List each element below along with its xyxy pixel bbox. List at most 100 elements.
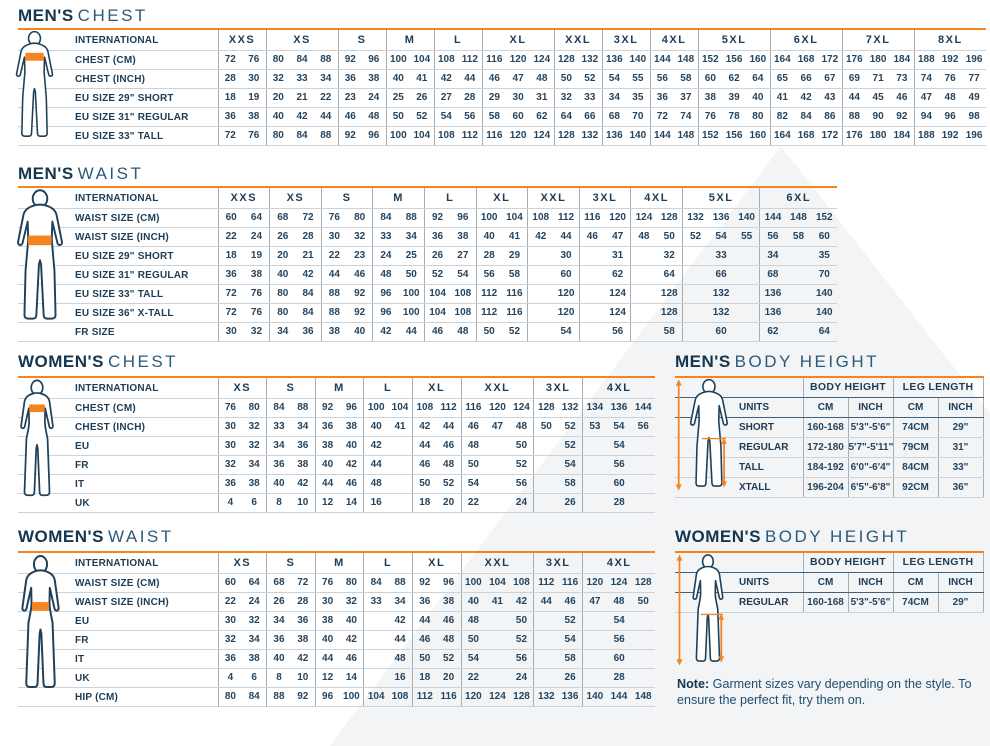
note-text: Note: Garment sizes vary depending on th… — [677, 677, 972, 708]
corner-cell — [675, 552, 803, 573]
size-cell: 44 — [533, 592, 559, 612]
size-cell — [785, 265, 812, 285]
table-row: UK 4 6 8 10 12 14 16 18 20 22 24 26 28 — [18, 493, 656, 513]
size-cell: 42 — [388, 611, 413, 631]
size-cell — [785, 303, 812, 323]
table-row: WAIST SIZE (INCH) 22 24 26 28 30 32 33 34 36 38 40 4… — [18, 592, 656, 612]
size-cell: 30 — [217, 417, 243, 437]
size-cell — [485, 649, 510, 669]
size-cell: 132 — [578, 50, 603, 70]
size-cell: 84 — [794, 107, 819, 127]
size-cell: 32 — [242, 611, 267, 631]
size-cell — [363, 649, 389, 669]
size-cell: 54 — [601, 69, 627, 89]
size-cell: 6 — [242, 668, 267, 688]
size-cell: 50 — [553, 69, 579, 89]
row-label: WAIST SIZE (CM) — [18, 208, 218, 228]
size-cell: 86 — [818, 107, 843, 127]
size-cell: 44 — [841, 88, 867, 108]
size-cell: 36 — [217, 265, 244, 285]
size-cell: 32 — [347, 227, 373, 247]
size-cell: 24 — [362, 88, 387, 108]
size-cell: 4 — [217, 668, 243, 688]
size-cell: 26 — [558, 668, 583, 688]
size-cell: 50 — [460, 455, 486, 475]
size-cell: 60 — [553, 265, 580, 285]
size-group-header: XL — [481, 29, 555, 51]
size-cell — [533, 474, 559, 494]
size-cell — [630, 246, 657, 266]
size-cell: 80 — [339, 573, 364, 593]
size-cell — [485, 493, 510, 513]
size-cell — [485, 611, 510, 631]
size-cell: 56 — [605, 322, 631, 342]
size-cell: 132 — [681, 303, 760, 323]
size-cell: 50 — [411, 474, 437, 494]
unit-cell: INCH — [847, 572, 893, 593]
size-cell: 96 — [450, 208, 477, 228]
size-cell: 38 — [242, 474, 267, 494]
size-cell: 68 — [601, 107, 627, 127]
size-cell: 72 — [290, 573, 316, 593]
size-cell: 90 — [866, 107, 891, 127]
measure-cell: 79CM — [892, 437, 938, 458]
size-cell: 33 — [372, 227, 399, 247]
size-cell: 64 — [746, 69, 771, 89]
size-cell: 64 — [656, 265, 683, 285]
size-cell: 168 — [794, 50, 819, 70]
size-cell: 60 — [217, 573, 243, 593]
size-group-header: XL — [475, 187, 528, 209]
size-cell: 44 — [411, 436, 437, 456]
size-cell: 22 — [320, 246, 347, 266]
size-cell: 50 — [509, 611, 534, 631]
size-cell: 58 — [656, 322, 683, 342]
size-cell: 64 — [811, 322, 838, 342]
size-cell: 44 — [320, 265, 347, 285]
row-label: CHEST (CM) — [18, 398, 218, 418]
size-cell: 52 — [423, 265, 451, 285]
size-cell: 72 — [295, 208, 322, 228]
size-group-header: XXL — [527, 187, 580, 209]
table-row: EU SIZE 33" TALL 72 76 80 84 88 92 96 100 104 108 1… — [18, 284, 838, 304]
row-label: SHORT — [675, 417, 803, 438]
row-label: UNITS — [675, 572, 803, 593]
size-cell: 60 — [697, 69, 723, 89]
size-cell: 52 — [509, 455, 534, 475]
size-cell: 22 — [460, 668, 486, 688]
size-cell: 92 — [337, 50, 363, 70]
size-cell: 47 — [581, 592, 607, 612]
womens-waist-table: INTERNATIONAL XS S M L XL XXL 3XL 4XL WAIST SIZE … — [18, 551, 656, 707]
size-group-header: XXS — [217, 187, 270, 209]
size-cell: 55 — [626, 69, 651, 89]
size-cell: 32 — [339, 592, 364, 612]
size-cell: 48 — [362, 107, 387, 127]
size-cell: 116 — [578, 208, 605, 228]
column-header-international: INTERNATIONAL — [18, 377, 218, 399]
measure-group-header: BODY HEIGHT — [802, 377, 893, 398]
row-label: IT — [18, 474, 218, 494]
size-group-header: XS — [269, 187, 322, 209]
size-header-row: INTERNATIONAL XXS XS S M L XL XXL 3XL 4XL 5XL 6XL 7X… — [18, 29, 987, 51]
size-cell: 140 — [811, 303, 838, 323]
size-cell: 176 — [841, 126, 867, 146]
size-cell: 54 — [581, 436, 656, 456]
corner-cell — [675, 377, 803, 398]
size-cell: 80 — [269, 284, 296, 304]
size-cell: 112 — [436, 398, 461, 418]
measure-cell: 5'3"-5'6" — [847, 417, 893, 438]
size-cell: 84 — [290, 50, 315, 70]
size-cell: 92 — [411, 573, 437, 593]
size-cell: 48 — [606, 592, 632, 612]
size-cell: 37 — [674, 88, 699, 108]
size-cell: 46 — [337, 107, 363, 127]
row-label: EU — [18, 611, 218, 631]
size-cell: 84 — [372, 208, 399, 228]
size-cell: 52 — [501, 322, 528, 342]
title-bold: MEN'S — [18, 6, 74, 25]
size-group-header: 4XL — [649, 29, 699, 51]
size-cell: 38 — [314, 436, 340, 456]
row-label: HIP (CM) — [18, 687, 218, 707]
size-cell — [527, 284, 554, 304]
size-cell: 48 — [460, 436, 486, 456]
table-row: XTALL 196-204 6'5"-6'8" 92CM 36" — [675, 477, 984, 498]
